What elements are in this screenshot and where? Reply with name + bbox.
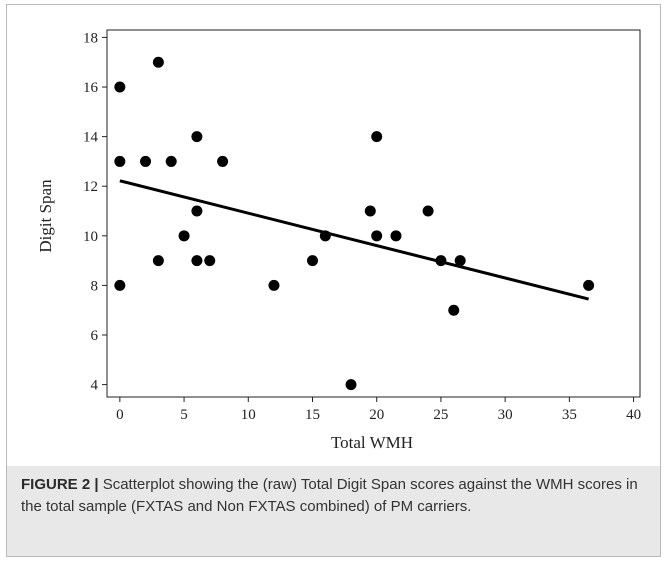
y-tick-label: 14 [83,130,99,146]
y-tick-label: 4 [91,378,99,394]
data-point [435,255,447,267]
data-point [454,255,466,267]
data-point [345,379,357,391]
caption-label: FIGURE 2 | [21,476,99,493]
x-tick-label: 25 [433,407,448,423]
y-tick-label: 18 [83,30,98,46]
data-point [165,155,177,167]
data-point [364,205,376,217]
x-tick-label: 0 [116,407,124,423]
data-point [390,230,402,242]
caption-text: Scatterplot showing the (raw) Total Digi… [21,476,638,515]
x-tick-label: 30 [498,407,513,423]
data-point [268,279,280,291]
data-point [191,131,203,143]
data-points [114,56,595,391]
y-tick-label: 6 [91,328,99,344]
data-point [114,155,126,167]
x-tick-label: 15 [305,407,320,423]
y-tick-label: 16 [83,80,99,96]
x-tick-label: 35 [562,407,577,423]
regression-line [119,179,589,301]
x-tick-label: 20 [369,407,384,423]
data-point [319,230,331,242]
x-tick-label: 10 [241,407,256,423]
data-point [371,131,383,143]
data-point [140,155,152,167]
y-tick-label: 8 [91,278,99,294]
data-point [152,255,164,267]
y-axis-title: Digit Span [36,179,55,253]
y-tick-label: 10 [83,229,98,245]
data-point [178,230,190,242]
figure-frame [6,4,661,557]
plot-border [106,29,641,398]
data-point [191,205,203,217]
data-point [306,255,318,267]
data-point [583,279,595,291]
data-point [191,255,203,267]
figure-caption: FIGURE 2 | Scatterplot showing the (raw)… [7,466,660,556]
x-axis-title: Total WMH [331,433,413,452]
regression-line-layer [119,179,589,301]
data-point [114,81,126,93]
data-point [448,304,460,316]
data-point [114,279,126,291]
data-point [422,205,434,217]
x-tick-label: 5 [180,407,188,423]
data-point [371,230,383,242]
x-tick-label: 40 [626,407,641,423]
axes: 0 5 10 15 20 25 30 35 40 4 6 8 10 12 14 16 18 [83,29,641,423]
y-tick-label: 12 [83,179,98,195]
data-point [152,56,164,68]
data-point [217,155,229,167]
data-point [204,255,216,267]
